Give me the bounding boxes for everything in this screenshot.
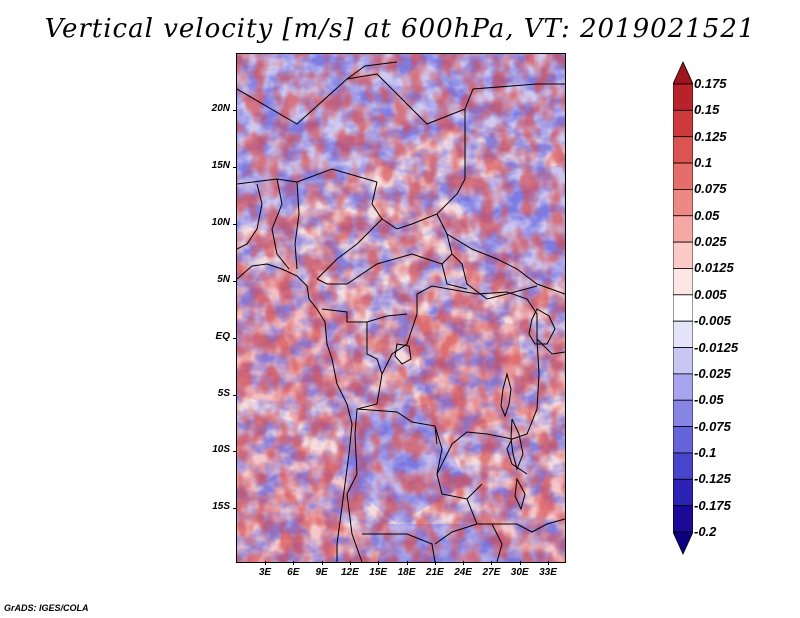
latitude-label: 10N [211, 216, 230, 228]
colorbar-swatch [673, 505, 693, 533]
colorbar-swatch [673, 215, 693, 243]
colorbar-label: 0.025 [694, 234, 727, 250]
colorbar-swatch [673, 83, 693, 111]
longitude-tick [321, 561, 323, 565]
lakes [394, 308, 556, 511]
colorbar-label: 0.0125 [694, 260, 734, 276]
latitude-label: 5S [217, 387, 230, 399]
colorbar-swatch [673, 61, 693, 85]
longitude-tick [519, 561, 521, 565]
colorbar-label: 0.1 [694, 155, 713, 171]
colorbar-swatch [673, 241, 693, 269]
longitude-tick [406, 561, 408, 565]
colorbar-label: 0.005 [694, 286, 727, 302]
colorbar-label: -0.125 [694, 471, 731, 487]
coastline [237, 263, 353, 562]
latitude-tick [233, 508, 237, 510]
longitude-tick [548, 561, 549, 565]
colorbar-label: -0.1 [694, 444, 717, 460]
colorbar-swatch [673, 426, 693, 454]
colorbar-label: 0.125 [694, 128, 727, 144]
latitude-tick [233, 110, 237, 111]
colorbar-swatch [673, 109, 693, 138]
longitude-label: 33E [539, 567, 557, 578]
colorbar-label: 0.05 [694, 207, 720, 223]
colorbar-label: 0.075 [694, 181, 727, 197]
colorbar-label: -0.025 [694, 365, 731, 381]
latitude-label: EQ [215, 330, 230, 342]
colorbar [673, 61, 693, 555]
longitude-label: 6E [287, 567, 300, 578]
colorbar-swatch [673, 373, 693, 401]
colorbar-swatch [673, 162, 693, 190]
longitude-label: 3E [258, 567, 272, 578]
colorbar-label: 0.175 [694, 76, 727, 91]
longitude-tick [265, 561, 266, 565]
latitude-tick [233, 166, 237, 168]
map-title: Vertical velocity [m/s] at 600hPa, VT: 2… [44, 14, 756, 44]
colorbar-label: -0.075 [694, 418, 731, 434]
longitude-tick [434, 561, 436, 565]
colorbar-swatch [673, 268, 693, 296]
colorbar-swatch [673, 478, 693, 507]
latitude-label: 15N [211, 159, 230, 171]
longitude-label: 15E [369, 567, 388, 578]
latitude-label: 20N [211, 103, 230, 114]
colorbar-swatch [673, 347, 693, 375]
longitude-tick [378, 561, 380, 565]
colorbar-label: -0.005 [694, 313, 731, 329]
map-panel [236, 53, 566, 563]
latitude-tick [233, 394, 237, 396]
longitude-tick [491, 561, 493, 565]
longitude-label: 21E [425, 567, 444, 578]
longitude-tick [349, 561, 351, 565]
colorbar-label: 0.15 [694, 102, 720, 118]
longitude-tick [293, 561, 295, 565]
latitude-tick [233, 451, 237, 453]
latitude-label: 5N [217, 273, 230, 285]
colorbar-swatch [673, 399, 693, 427]
longitude-label: 30E [510, 567, 529, 578]
colorbar-swatch [673, 189, 693, 217]
footer-credit: GrADS: IGES/COLA [4, 603, 89, 613]
longitude-label: 12E [340, 567, 359, 578]
latitude-label: 10S [212, 444, 230, 456]
colorbar-swatch [673, 452, 693, 480]
colorbar-swatch [673, 136, 693, 164]
longitude-label: 27E [482, 567, 501, 578]
longitude-label: 24E [454, 567, 472, 578]
vertical-velocity-field [237, 54, 565, 562]
colorbar-swatch [673, 320, 693, 348]
colorbar-label: -0.05 [694, 392, 724, 408]
colorbar-swatch [673, 294, 693, 322]
latitude-tick [233, 337, 237, 339]
colorbar-label: -0.0125 [694, 339, 739, 355]
longitude-label: 18E [397, 567, 416, 578]
longitude-label: 9E [315, 567, 328, 578]
colorbar-swatch [673, 531, 693, 555]
colorbar-label: -0.2 [694, 524, 717, 539]
colorbar-label: -0.175 [694, 497, 731, 513]
positive-velocity-cells [237, 54, 565, 562]
latitude-tick [233, 280, 237, 282]
latitude-tick [233, 223, 237, 225]
country-borders [237, 61, 565, 562]
latitude-label: 15S [212, 501, 230, 513]
longitude-tick [463, 561, 465, 565]
